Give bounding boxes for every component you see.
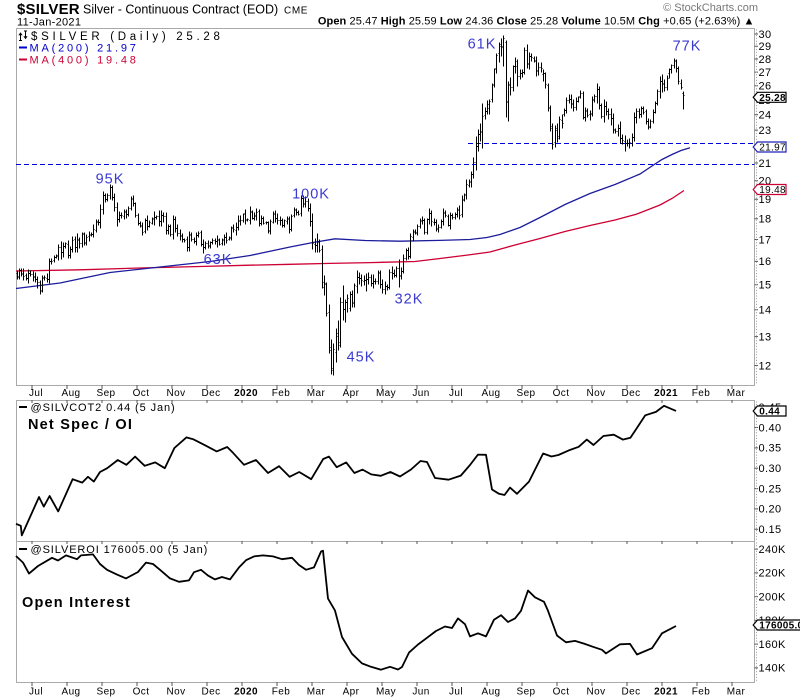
- svg-text:200K: 200K: [759, 591, 787, 603]
- svg-text:Jul: Jul: [449, 388, 463, 399]
- svg-text:Nov: Nov: [587, 388, 606, 399]
- svg-text:Oct: Oct: [553, 388, 570, 399]
- svg-text:Jul: Jul: [29, 687, 43, 698]
- svg-text:Aug: Aug: [62, 687, 81, 698]
- svg-text:0.30: 0.30: [759, 463, 782, 475]
- svg-text:0.40: 0.40: [759, 422, 782, 434]
- svg-text:Net Spec / OI: Net Spec / OI: [28, 417, 133, 433]
- svg-text:Sep: Sep: [517, 687, 536, 698]
- svg-text:May: May: [376, 687, 396, 698]
- svg-text:29: 29: [759, 41, 772, 53]
- svg-text:Feb: Feb: [692, 687, 710, 698]
- svg-text:Mar: Mar: [307, 687, 326, 698]
- svg-text:Aug: Aug: [62, 388, 81, 399]
- svg-text:18: 18: [759, 214, 772, 226]
- svg-text:Open Interest: Open Interest: [22, 595, 131, 611]
- svg-text:Jun: Jun: [412, 687, 429, 698]
- svg-text:240K: 240K: [759, 544, 787, 556]
- svg-text:21: 21: [759, 158, 772, 170]
- svg-text:15: 15: [759, 280, 772, 292]
- svg-text:Sep: Sep: [517, 388, 536, 399]
- svg-text:May: May: [376, 388, 396, 399]
- svg-text:Dec: Dec: [622, 388, 641, 399]
- svg-text:23: 23: [759, 125, 772, 137]
- svg-text:160K: 160K: [759, 639, 787, 651]
- svg-text:220K: 220K: [759, 568, 787, 580]
- svg-text:Aug: Aug: [482, 388, 501, 399]
- svg-text:Dec: Dec: [202, 687, 221, 698]
- svg-text:11-Jan-2021: 11-Jan-2021: [17, 17, 81, 29]
- svg-text:2021: 2021: [654, 388, 678, 399]
- svg-text:Jun: Jun: [412, 388, 429, 399]
- svg-text:28: 28: [759, 54, 772, 66]
- svg-text:Oct: Oct: [553, 687, 570, 698]
- svg-text:Mar: Mar: [307, 388, 326, 399]
- svg-text:95K: 95K: [96, 172, 125, 188]
- svg-text:16: 16: [759, 256, 772, 268]
- svg-text:Apr: Apr: [343, 388, 360, 399]
- svg-text:24: 24: [759, 110, 772, 122]
- svg-text:2020: 2020: [234, 687, 258, 698]
- svg-text:140K: 140K: [759, 663, 787, 675]
- svg-text:17: 17: [759, 234, 772, 246]
- svg-text:© StockCharts.com: © StockCharts.com: [663, 2, 758, 14]
- svg-text:26: 26: [759, 81, 772, 93]
- svg-text:0.25: 0.25: [759, 483, 782, 495]
- svg-text:Sep: Sep: [97, 388, 116, 399]
- svg-text:12: 12: [759, 360, 772, 372]
- svg-text:@SILVEROI 176005.00 (5 Jan): @SILVEROI 176005.00 (5 Jan): [31, 544, 209, 556]
- svg-text:Apr: Apr: [343, 687, 360, 698]
- svg-text:0.44: 0.44: [759, 407, 780, 418]
- svg-text:$SILVER: $SILVER: [17, 1, 80, 18]
- svg-text:Feb: Feb: [272, 388, 290, 399]
- svg-text:Dec: Dec: [202, 388, 221, 399]
- svg-text:77K: 77K: [673, 39, 702, 55]
- svg-text:Oct: Oct: [133, 388, 150, 399]
- svg-text:Nov: Nov: [587, 687, 606, 698]
- svg-text:Nov: Nov: [167, 388, 186, 399]
- svg-text:Jul: Jul: [449, 687, 463, 698]
- svg-text:Aug: Aug: [482, 687, 501, 698]
- svg-text:Dec: Dec: [622, 687, 641, 698]
- svg-text:63K: 63K: [204, 252, 233, 268]
- svg-text:Jul: Jul: [29, 388, 43, 399]
- svg-text:100K: 100K: [292, 187, 330, 203]
- svg-text:2021: 2021: [654, 687, 678, 698]
- svg-text:45K: 45K: [347, 350, 376, 366]
- svg-text:Open 25.47 High 25.59 Low 24.3: Open 25.47 High 25.59 Low 24.36 Close 25…: [318, 16, 755, 28]
- svg-text:25.28: 25.28: [759, 93, 786, 104]
- svg-text:30: 30: [759, 29, 772, 41]
- svg-text:MA(400) 19.48: MA(400) 19.48: [30, 55, 139, 67]
- svg-text:MA(200) 21.97: MA(200) 21.97: [30, 43, 139, 55]
- svg-text:176005.0: 176005.0: [759, 621, 800, 632]
- svg-text:Feb: Feb: [272, 687, 290, 698]
- svg-text:61K: 61K: [468, 37, 497, 53]
- svg-text:Mar: Mar: [727, 687, 746, 698]
- svg-text:Oct: Oct: [133, 687, 150, 698]
- svg-text:32K: 32K: [395, 292, 424, 308]
- svg-text:21.97: 21.97: [759, 143, 786, 154]
- svg-text:Mar: Mar: [727, 388, 746, 399]
- svg-text:Silver - Continuous Contract (: Silver - Continuous Contract (EOD): [83, 3, 278, 17]
- svg-text:19: 19: [759, 194, 772, 206]
- svg-text:19.48: 19.48: [759, 185, 786, 196]
- svg-text:27: 27: [759, 67, 772, 79]
- svg-text:14: 14: [759, 305, 772, 317]
- svg-text:0.15: 0.15: [759, 524, 782, 536]
- svg-text:$SILVER (Daily) 25.28: $SILVER (Daily) 25.28: [31, 31, 224, 43]
- svg-text:Sep: Sep: [97, 687, 116, 698]
- svg-text:2020: 2020: [234, 388, 258, 399]
- svg-text:0.20: 0.20: [759, 504, 782, 516]
- svg-text:13: 13: [759, 331, 772, 343]
- svg-text:CME: CME: [284, 6, 308, 17]
- svg-text:Nov: Nov: [167, 687, 186, 698]
- svg-text:0.35: 0.35: [759, 443, 782, 455]
- svg-text:@SILVCOT2 0.44 (5 Jan): @SILVCOT2 0.44 (5 Jan): [31, 402, 176, 414]
- svg-text:Feb: Feb: [692, 388, 710, 399]
